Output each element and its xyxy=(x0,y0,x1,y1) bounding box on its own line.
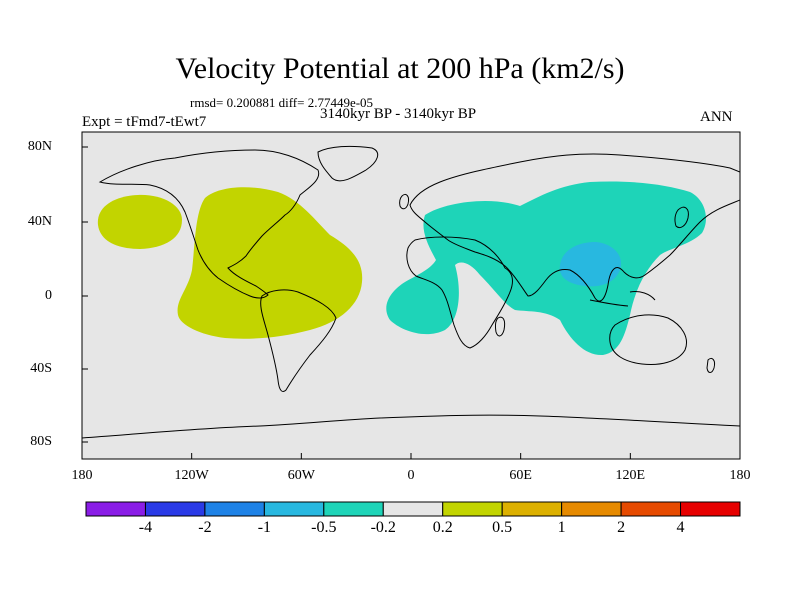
x-tick-label: 60E xyxy=(509,468,532,483)
y-tick-label: 0 xyxy=(45,288,52,303)
colorbar-swatch xyxy=(501,501,563,517)
y-tick-label: 40S xyxy=(30,361,52,376)
negative-anomaly-africa-indian-asia xyxy=(386,181,706,356)
season-label: ANN xyxy=(700,109,733,125)
colorbar-label: -0.5 xyxy=(311,519,337,536)
colorbar-swatch xyxy=(144,501,206,517)
axis-tick-marks xyxy=(81,146,741,459)
colorbar-swatch xyxy=(204,501,265,517)
colorbar-label: -0.2 xyxy=(370,519,396,536)
colorbar-label: 0.5 xyxy=(492,519,513,536)
colorbar-swatch xyxy=(620,501,682,517)
colorbar-label: -4 xyxy=(138,519,153,536)
colorbar-label: 4 xyxy=(676,519,685,536)
x-tick-label: 60W xyxy=(287,468,315,483)
statistics-label: rmsd= 0.200881 diff= 2.77449e-05 xyxy=(190,95,374,110)
colorbar-label: -1 xyxy=(257,519,272,536)
y-tick-label: 80N xyxy=(27,139,52,154)
colorbar-swatch xyxy=(382,501,444,517)
x-tick-label: 120E xyxy=(615,468,646,483)
colorbar-swatch xyxy=(680,501,741,517)
colorbar-label: 2 xyxy=(617,519,626,536)
negative-anomaly-southeast-asia xyxy=(559,242,622,287)
x-tick-label: 180 xyxy=(71,468,93,483)
colorbar-swatch xyxy=(561,501,622,517)
colorbar-swatch xyxy=(442,501,503,517)
colorbar-label: -2 xyxy=(198,519,212,536)
x-tick-label: 0 xyxy=(407,468,415,483)
experiment-label: Expt = tFmd7-tEwt7 xyxy=(82,114,207,130)
colorbar-swatch xyxy=(85,501,146,517)
positive-anomaly-north-pacific xyxy=(97,194,182,249)
colorbar-label: 1 xyxy=(557,519,566,536)
y-tick-label: 80S xyxy=(30,434,52,449)
y-tick-label: 40N xyxy=(27,214,52,229)
x-tick-label: 120W xyxy=(174,468,209,483)
coastlines xyxy=(82,145,740,439)
period-label: 3140kyr BP - 3140kyr BP xyxy=(320,106,477,122)
colorbar-swatch xyxy=(323,501,384,517)
colorbar-swatch xyxy=(263,501,325,517)
map-title: Velocity Potential at 200 hPa (km2/s) xyxy=(175,52,625,85)
colorbar-label: 0.2 xyxy=(432,519,453,536)
x-tick-label: 180 xyxy=(729,468,751,483)
colorbar xyxy=(85,501,741,517)
